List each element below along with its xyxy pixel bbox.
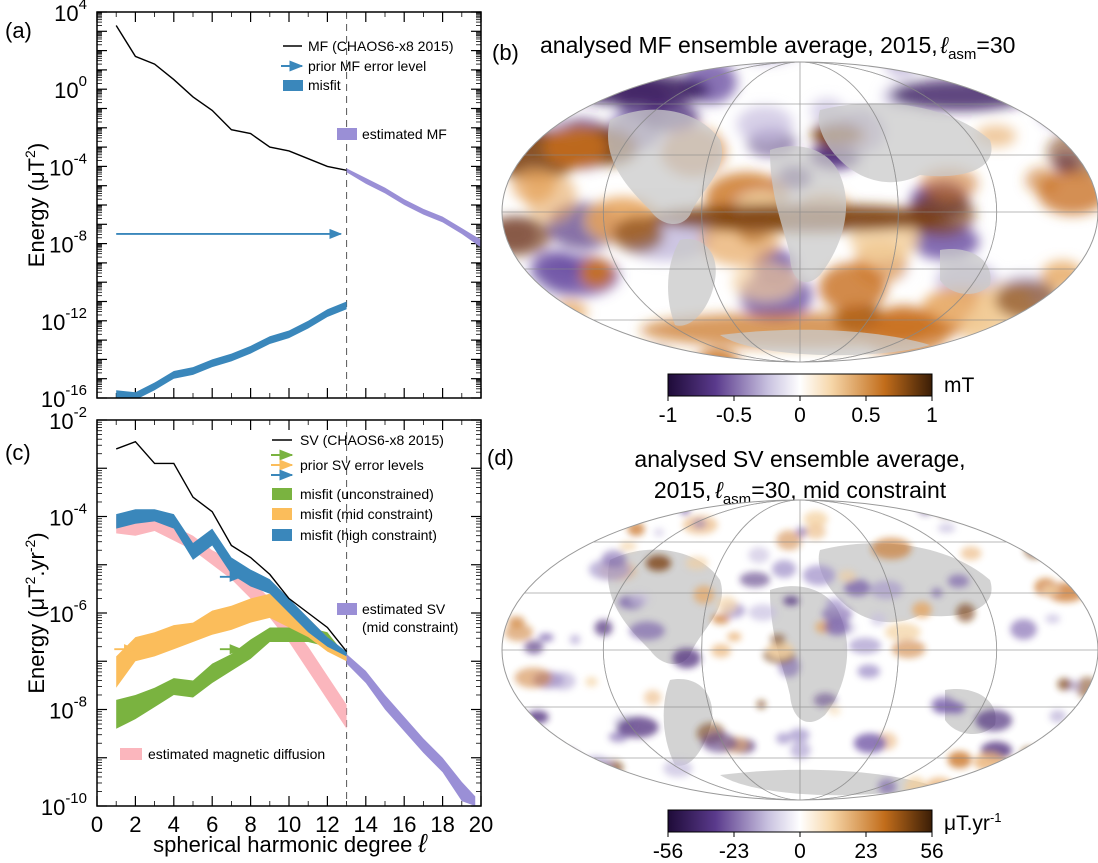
colorbar-unit-d: μT.yr-1 — [944, 810, 1002, 835]
x-tick-label: 10 — [277, 812, 301, 837]
y-tick-label: 10-8 — [49, 228, 87, 258]
panel-label-a: (a) — [5, 18, 32, 43]
band-misfit-mid-constraint — [116, 593, 347, 688]
legend-label-misfit: misfit — [308, 77, 341, 93]
graticule-d — [502, 500, 1098, 800]
y-tick-label: 10-6 — [49, 597, 87, 627]
y-tick-labels-c: 10-2 10-4 10-6 10-8 10-10 — [41, 404, 87, 820]
graticule-b — [502, 62, 1098, 362]
x-tick-label: 18 — [430, 812, 454, 837]
y-tick-label: 10-8 — [49, 694, 87, 724]
map-field-b — [502, 62, 1098, 362]
legend-label-mf: MF (CHAOS6-x8 2015) — [308, 38, 453, 54]
band-estimated-mf — [346, 168, 481, 248]
legend-swatch-diffusion — [120, 748, 142, 760]
y-tick-label: 10-4 — [49, 501, 87, 531]
map-title-d-line1: analysed SV ensemble average, — [634, 446, 965, 472]
colorbar-tick-label: 56 — [920, 840, 943, 863]
x-tick-label: 12 — [315, 812, 339, 837]
colorbar-tick-label: -1 — [659, 404, 678, 427]
legend-swatch-estimated-sv — [337, 603, 357, 615]
panel-label-b: (b) — [492, 40, 519, 65]
colorbar-tick-label: -56 — [653, 840, 683, 863]
x-tick-label: 2 — [129, 812, 141, 837]
map-title-d-line2: 2015, ℓasm=30, mid constraint — [654, 477, 947, 508]
legend-label-estimated-sv: estimated SV — [362, 601, 446, 617]
colorbar-tick-label: 1 — [926, 404, 938, 427]
y-tick-labels-a: 104 100 10-4 10-8 10-12 10-16 — [41, 0, 87, 412]
colorbar-ticks-d: -56 -23 0 23 56 — [653, 832, 944, 863]
map-field-d — [502, 500, 1098, 800]
band-misfit — [116, 301, 347, 398]
colorbar-tick-label: 0 — [794, 404, 806, 427]
y-axis-label-c: Energy (μT2.yr-2) — [22, 532, 49, 693]
panel-label-c: (c) — [5, 440, 31, 465]
legend-swatch-mid — [272, 508, 292, 520]
colorbar-tick-label: 0.5 — [851, 404, 880, 427]
legend-swatch-unconstrained — [272, 488, 292, 500]
band-misfit-high-constraint — [116, 509, 347, 657]
line-mf-chaos6-x8-2015 — [115, 25, 347, 171]
axes-frame-a — [96, 11, 482, 399]
y-tick-label: 10-4 — [49, 150, 87, 180]
y-tick-label: 10-16 — [41, 382, 87, 412]
y-tick-label: 100 — [54, 73, 87, 103]
y-tick-label: 104 — [54, 0, 87, 26]
colorbar-unit-b: mT — [944, 374, 974, 397]
colorbar-tick-label: 23 — [854, 840, 877, 863]
legend-c: SV (CHAOS6-x8 2015) prior SV error level… — [120, 432, 458, 762]
y-tick-label: 10-12 — [41, 305, 87, 335]
legend-a: MF (CHAOS6-x8 2015) prior MF error level… — [281, 38, 453, 142]
axes-frame-c — [96, 419, 482, 807]
line-sv-chaos6-x8-2015 — [115, 440, 348, 653]
map-outline-b — [501, 61, 1098, 363]
legend-label-prior-mf: prior MF error level — [308, 58, 426, 74]
x-tick-label: 20 — [469, 812, 493, 837]
plot-area-a — [115, 12, 481, 398]
legend-swatch-high — [272, 529, 292, 541]
band-estimated-sv-mid-constraint — [346, 654, 476, 806]
y-tick-label: 10-2 — [49, 404, 87, 434]
colorbar-tick-label: 0 — [794, 840, 806, 863]
continents-d — [608, 543, 996, 796]
x-tick-label: 4 — [168, 812, 180, 837]
x-tick-labels-c: 0 2 4 6 8 10 12 14 16 18 20 — [91, 812, 493, 837]
legend-label-mid: misfit (mid constraint) — [300, 506, 433, 522]
legend-label-prior-sv: prior SV error levels — [300, 457, 424, 473]
panel-d: (d) analysed SV ensemble average, 2015, ℓ… — [487, 445, 1098, 863]
x-axis-label-c: spherical harmonic degree ℓ — [153, 828, 428, 858]
x-tick-label: 0 — [91, 812, 103, 837]
plot-area-c — [114, 420, 476, 806]
x-tick-label: 16 — [392, 812, 416, 837]
panel-c: (c) 10-2 10-4 10-6 10-8 10-10 0 2 4 6 8 10 12 14 16 1… — [5, 404, 493, 858]
colorbar-ticks-b: -1 -0.5 0 0.5 1 — [659, 396, 938, 427]
legend-swatch-misfit — [283, 80, 303, 91]
colorbar-d — [667, 809, 933, 833]
legend-label-diffusion: estimated magnetic diffusion — [148, 746, 325, 762]
x-tick-label: 6 — [206, 812, 218, 837]
y-axis-label-a: Energy (μT2) — [22, 143, 49, 267]
panel-b: (b) analysed MF ensemble average, 2015, ℓ… — [492, 32, 1098, 427]
colorbar-b — [667, 373, 933, 397]
x-tick-label: 8 — [244, 812, 256, 837]
panel-label-d: (d) — [487, 445, 514, 470]
colorbar-tick-label: -23 — [719, 840, 749, 863]
x-tick-label: 14 — [354, 812, 378, 837]
map-outline-d — [501, 499, 1098, 801]
map-title-b: analysed MF ensemble average, 2015, ℓasm=… — [540, 32, 1015, 63]
continents-b — [608, 103, 992, 356]
legend-swatch-estimated-mf — [337, 128, 357, 140]
colorbar-tick-label: -0.5 — [716, 404, 752, 427]
legend-label-estimated-mf: estimated MF — [362, 126, 447, 142]
legend-label-high: misfit (high constraint) — [300, 527, 437, 543]
legend-label-unconstrained: misfit (unconstrained) — [300, 486, 434, 502]
legend-label-sv: SV (CHAOS6-x8 2015) — [300, 432, 444, 448]
axis-ticks-a — [96, 11, 482, 399]
panel-a: (a) 104 100 10-4 10-8 10-12 10-16 Energy (μT2… — [5, 0, 482, 412]
y-tick-label: 10-10 — [41, 790, 87, 820]
legend-label-estimated-sv-2: (mid constraint) — [362, 619, 458, 635]
